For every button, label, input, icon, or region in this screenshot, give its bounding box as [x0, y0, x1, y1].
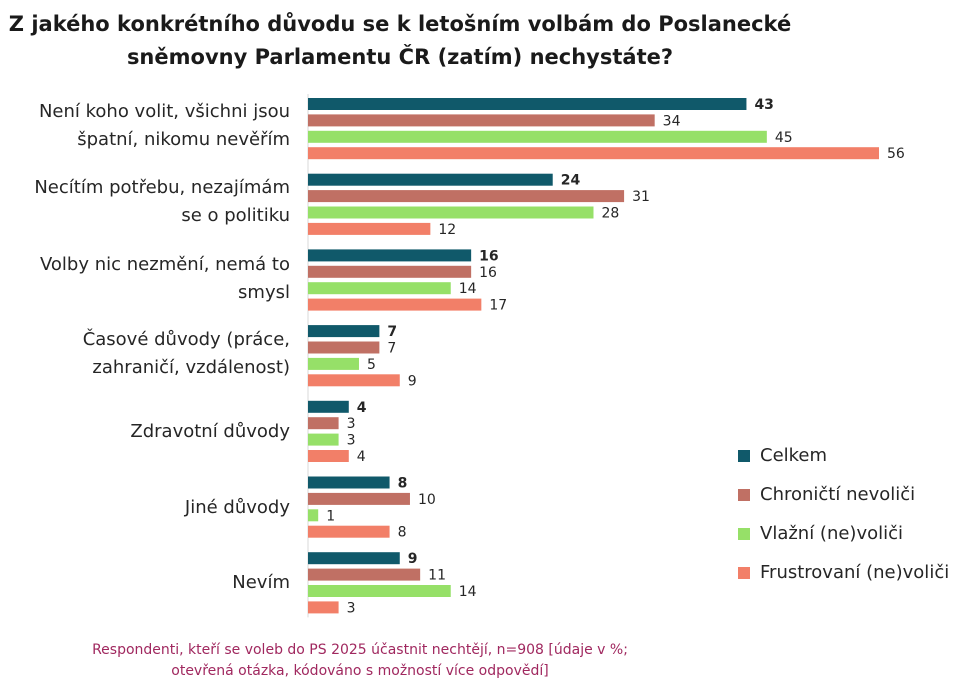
legend-swatch — [738, 566, 750, 579]
chart-title-line-2: sněmovny Parlamentu ČR (zatím) nechystát… — [126, 45, 674, 69]
data-label: 7 — [387, 324, 397, 340]
bar — [308, 433, 339, 446]
bar — [308, 130, 767, 143]
data-label: 9 — [408, 551, 418, 567]
bar — [308, 298, 482, 311]
data-label: 3 — [347, 600, 356, 616]
bar — [308, 568, 421, 581]
bar — [308, 265, 472, 278]
data-label: 9 — [408, 373, 417, 389]
data-label: 24 — [561, 173, 581, 189]
bar — [308, 509, 319, 522]
bar — [308, 249, 472, 262]
data-label: 56 — [887, 146, 905, 162]
category-label-4: Časové důvody (práce, zahraničí, vzdálen… — [82, 329, 290, 378]
data-label: 4 — [357, 400, 367, 416]
chart-title: Z jakého konkrétního důvodu se k letošní… — [0, 8, 800, 74]
data-label: 16 — [479, 248, 498, 264]
bar — [308, 98, 747, 110]
legend-swatch — [738, 449, 750, 462]
legend-label: Frustrovaní (ne)voliči — [760, 562, 950, 583]
bar — [308, 341, 380, 354]
category-label-2: Necítím potřebu, nezajímám se o politiku — [34, 177, 290, 226]
data-label: 28 — [602, 206, 620, 222]
bar — [308, 325, 380, 338]
legend-swatch — [738, 527, 750, 540]
bar — [308, 374, 400, 387]
bar — [308, 552, 400, 565]
bar — [308, 417, 339, 430]
data-label: 31 — [632, 189, 650, 205]
data-label: 45 — [775, 130, 793, 146]
legend-item-vlazni-nevolici: Vlažní (ne)voliči — [738, 514, 949, 553]
data-label: 8 — [398, 476, 408, 492]
legend-swatch — [738, 488, 750, 501]
data-label: 7 — [387, 341, 396, 357]
legend-item-chronicti-nevolici: Chroničtí nevoliči — [738, 475, 949, 514]
data-label: 12 — [438, 222, 456, 238]
category-label-3: Volby nic nezmění, nemá to smysl — [40, 254, 290, 303]
chart-title-line-1: Z jakého konkrétního důvodu se k letošní… — [8, 12, 792, 36]
legend-item-frustrovani-nevolici: Frustrovaní (ne)voliči — [738, 553, 949, 592]
category-label-7: Nevím — [232, 572, 290, 593]
legend-item-celkem: Celkem — [738, 436, 949, 475]
data-label: 17 — [489, 298, 507, 314]
bar — [308, 147, 879, 160]
category-label-6: Jiné důvody — [184, 497, 290, 518]
bar — [308, 282, 451, 295]
bar — [308, 206, 594, 219]
data-label: 5 — [367, 357, 376, 373]
legend-label: Chroničtí nevoliči — [760, 484, 916, 505]
data-label: 14 — [459, 281, 477, 297]
data-label: 14 — [459, 584, 477, 600]
legend-label: Vlažní (ne)voliči — [760, 523, 904, 544]
data-label: 10 — [418, 492, 436, 508]
bar — [308, 190, 625, 203]
legend-label: Celkem — [760, 445, 828, 466]
category-label-5: Zdravotní důvody — [130, 421, 290, 442]
bar — [308, 585, 451, 597]
data-label: 11 — [428, 568, 446, 584]
footnote-line-1: Respondenti, kteří se voleb do PS 2025 ú… — [92, 642, 628, 658]
data-label: 8 — [398, 525, 407, 541]
bar — [308, 450, 349, 462]
bar — [308, 476, 390, 489]
bar — [308, 525, 390, 538]
data-label: 34 — [663, 113, 681, 129]
data-label: 4 — [357, 449, 366, 465]
footnote-line-2: otevřená otázka, kódováno s možností víc… — [171, 663, 549, 679]
bar — [308, 114, 655, 127]
category-label-1: Není koho volit, všichni jsou špatní, ni… — [38, 101, 290, 150]
legend: Celkem Chroničtí nevoliči Vlažní (ne)vol… — [738, 436, 949, 592]
data-label: 16 — [479, 265, 497, 281]
bar — [308, 400, 349, 413]
bar — [308, 492, 410, 505]
data-label: 43 — [754, 97, 773, 113]
data-label: 1 — [326, 508, 335, 524]
data-label: 3 — [347, 416, 356, 432]
footnote: Respondenti, kteří se voleb do PS 2025 ú… — [0, 640, 720, 682]
bar — [308, 601, 339, 614]
bar — [308, 173, 553, 186]
bar — [308, 357, 359, 370]
data-label: 3 — [347, 433, 356, 449]
bar — [308, 222, 431, 235]
